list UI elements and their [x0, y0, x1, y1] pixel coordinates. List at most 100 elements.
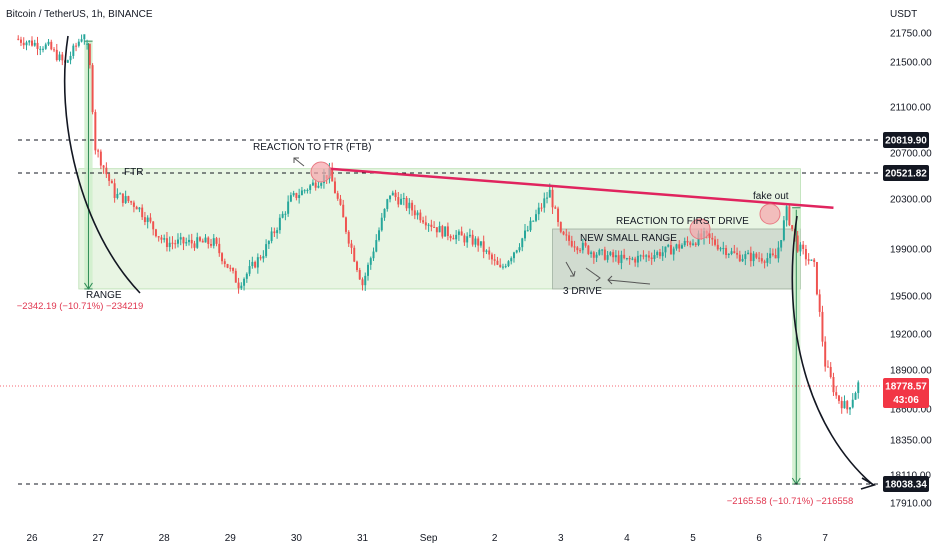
candle-body	[185, 242, 188, 244]
x-tick-label: 2	[492, 533, 498, 544]
chart-title: Bitcoin / TetherUS, 1h, BINANCE	[6, 9, 153, 20]
candle-body	[708, 233, 711, 238]
x-tick-label: Sep	[420, 533, 438, 544]
candle-body	[174, 243, 177, 245]
ftb-arrow	[293, 157, 305, 167]
candle-body	[251, 261, 254, 267]
candle-body	[686, 240, 689, 243]
price-level-badge-label: 20819.90	[885, 136, 927, 147]
y-tick-label: 18350.00	[890, 436, 932, 447]
candle-body	[389, 195, 392, 200]
candle-body	[848, 407, 851, 410]
candle-body	[598, 249, 601, 255]
x-axis: 26 27 28 29 30 31 Sep 2 3 4 5 6 7	[26, 533, 828, 544]
candle-body	[50, 41, 53, 50]
candle-body	[281, 213, 284, 218]
candle-body	[452, 238, 455, 240]
candle-body	[457, 231, 460, 235]
candle-body	[386, 199, 389, 209]
x-tick-label: 30	[291, 533, 303, 544]
candle-body	[716, 244, 719, 250]
candle-body	[295, 193, 298, 199]
candle-body	[620, 254, 623, 263]
candle-body	[53, 49, 56, 51]
candle-body	[36, 42, 39, 49]
candle-body	[165, 238, 168, 248]
x-tick-label: 5	[690, 533, 696, 544]
candle-body	[573, 246, 576, 248]
candle-body	[766, 258, 769, 263]
candle-body	[661, 252, 664, 257]
candle-body	[88, 43, 91, 66]
candle-body	[529, 220, 532, 231]
candle-body	[460, 231, 463, 236]
small-range-label: NEW SMALL RANGE	[580, 233, 677, 244]
candle-body	[276, 230, 279, 234]
candle-body	[689, 242, 692, 245]
candle-body	[135, 206, 138, 210]
candle-body	[821, 311, 824, 342]
candle-body	[77, 41, 80, 46]
candle-body	[490, 254, 493, 260]
candle-body	[826, 366, 829, 368]
candle-body	[83, 34, 86, 40]
candle-body	[840, 400, 843, 409]
candle-body	[259, 257, 262, 259]
drawings-layer: FTR RANGE REACTION TO FTR (FTB) REACTION TO…	[63, 35, 876, 490]
candle-body	[518, 247, 521, 251]
candle-body	[176, 239, 179, 244]
candle-body	[680, 245, 683, 249]
price-level-badge	[883, 132, 929, 148]
candle-body	[785, 206, 788, 221]
candle-body	[154, 229, 157, 237]
candle-body	[835, 392, 838, 396]
candle-body	[623, 254, 626, 259]
candle-body	[69, 55, 72, 61]
candle-body	[449, 236, 452, 239]
current-price-badge	[883, 378, 929, 408]
y-tick-label: 19900.00	[890, 245, 932, 256]
candle-body	[829, 366, 832, 378]
candle-body	[262, 256, 265, 259]
candle-body	[843, 401, 846, 409]
y-tick-label: 19500.00	[890, 292, 932, 303]
candle-body	[559, 222, 562, 232]
candle-body	[287, 201, 290, 214]
candle-body	[683, 240, 686, 246]
candle-body	[143, 217, 146, 223]
candle-body	[672, 248, 675, 255]
candle-body	[504, 266, 507, 268]
candle-body	[72, 45, 75, 56]
candle-body	[554, 207, 557, 209]
candle-body	[31, 40, 33, 46]
candle-body	[664, 246, 667, 253]
candle-body	[160, 237, 163, 240]
candle-body	[358, 269, 361, 280]
candle-body	[584, 242, 587, 246]
candle-body	[752, 253, 755, 262]
highlight-circle	[689, 218, 711, 240]
candle-body	[124, 196, 127, 203]
candle-body	[218, 243, 221, 254]
candle-body	[168, 242, 171, 248]
candle-body	[474, 238, 477, 245]
y-unit-label: USDT	[890, 9, 917, 20]
candle-body	[408, 202, 411, 209]
x-tick-label: 27	[93, 533, 105, 544]
candle-body	[802, 244, 805, 249]
trendline	[329, 167, 834, 209]
candle-body	[350, 243, 353, 248]
y-tick-label: 18900.00	[890, 366, 932, 377]
candle-body	[121, 193, 124, 203]
candle-body	[581, 242, 584, 251]
candle-body	[438, 226, 441, 233]
candle-body	[435, 227, 438, 233]
candle-body	[356, 261, 358, 270]
candle-body	[755, 253, 758, 258]
candle-body	[237, 282, 240, 289]
candle-body	[212, 238, 215, 246]
candle-body	[422, 220, 425, 223]
x-tick-label: 4	[624, 533, 630, 544]
candle-body	[394, 192, 397, 198]
candle-body	[190, 239, 193, 244]
